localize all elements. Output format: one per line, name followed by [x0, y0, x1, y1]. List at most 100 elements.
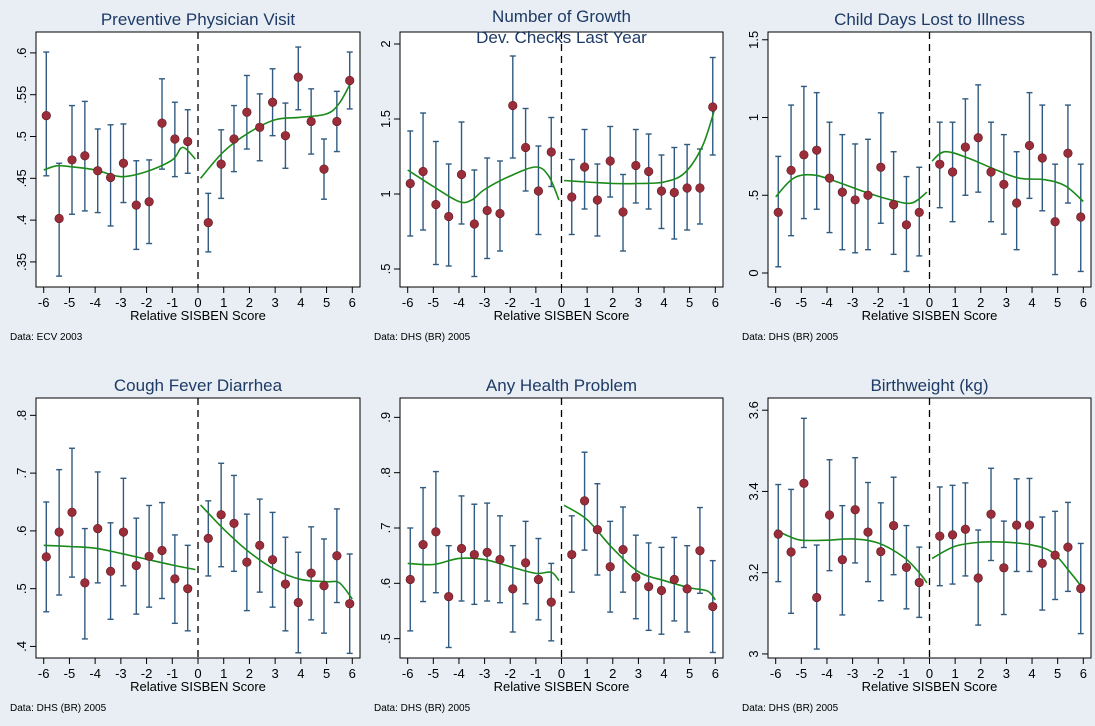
data-point: [332, 551, 342, 561]
y-tick-label: 1.5: [378, 110, 393, 128]
y-tick-label: .4: [14, 215, 29, 226]
data-point: [229, 134, 239, 144]
data-point: [863, 190, 873, 200]
y-tick-label: .5: [378, 264, 393, 275]
y-tick-label: .7: [14, 468, 29, 479]
fit-line-right: [199, 504, 353, 600]
chart-panel-1: Preventive Physician Visit .35 .4 .45 .5 .55.…: [10, 10, 361, 343]
x-axis-label: Relative SISBEN Score: [494, 679, 630, 694]
x-tick-label: -6: [38, 295, 50, 310]
data-point: [973, 573, 983, 583]
chart-title: Child Days Lost to Illness: [834, 10, 1025, 29]
fit-line-left: [775, 529, 928, 584]
data-point: [592, 525, 602, 535]
x-tick-label: -3: [479, 295, 491, 310]
data-point: [837, 187, 847, 197]
x-axis-label: Relative SISBEN Score: [862, 679, 998, 694]
data-point: [521, 558, 531, 568]
y-tick-label: .45: [14, 169, 29, 187]
y-tick-label: .5: [378, 633, 393, 644]
y-tick-label: .6: [14, 47, 29, 58]
x-tick-label: -1: [898, 666, 910, 681]
data-point: [1076, 583, 1086, 594]
x-tick-label: 3: [635, 295, 642, 310]
y-tick-label: 3.6: [746, 401, 761, 419]
y-tick-label: .35: [14, 253, 29, 271]
data-point: [824, 173, 835, 183]
y-tick-label: .7: [378, 523, 393, 534]
x-tick-label: -4: [89, 666, 101, 681]
fit-line-right: [564, 106, 717, 185]
data-point: [216, 159, 226, 169]
data-point: [850, 505, 860, 515]
data-point: [203, 218, 213, 228]
data-point: [960, 142, 970, 152]
data-point: [786, 547, 796, 557]
x-tick-label: -3: [479, 666, 491, 681]
data-point: [695, 546, 705, 556]
x-tick-label: 0: [194, 295, 201, 310]
fit-line-left: [43, 146, 197, 178]
data-point: [824, 510, 835, 520]
x-tick-label: 0: [558, 666, 565, 681]
data-point: [876, 546, 886, 557]
y-tick-label: 3.2: [746, 564, 761, 582]
data-point: [1012, 520, 1022, 530]
y-tick-label: 1.5: [746, 31, 761, 49]
x-tick-label: -6: [770, 666, 782, 681]
x-tick-label: 4: [1028, 295, 1035, 310]
data-point: [1063, 148, 1073, 158]
x-tick-label: 1: [584, 666, 591, 681]
x-tick-label: 2: [609, 295, 616, 310]
fit-line-right: [199, 79, 353, 179]
x-tick-label: -2: [872, 666, 884, 681]
data-point: [960, 524, 970, 534]
x-tick-label: 5: [323, 295, 330, 310]
fit-line-left: [775, 173, 928, 205]
data-point: [901, 220, 912, 230]
x-tick-label: 3: [1003, 295, 1010, 310]
data-point: [183, 136, 193, 147]
data-point: [242, 107, 252, 117]
data-point: [418, 166, 428, 177]
data-point: [280, 131, 291, 141]
x-tick-label: 5: [686, 295, 693, 310]
x-tick-label: 6: [349, 295, 356, 310]
y-tick-label: .6: [14, 525, 29, 536]
data-point: [889, 520, 899, 531]
y-tick-label: 1: [746, 114, 761, 121]
data-point: [495, 554, 505, 565]
fit-line-right: [931, 540, 1084, 590]
data-point: [947, 530, 958, 540]
data-point: [656, 585, 667, 596]
data-point: [999, 179, 1009, 189]
x-tick-label: -5: [796, 666, 808, 681]
data-point: [1012, 198, 1022, 208]
fit-line-left: [407, 166, 560, 204]
data-point: [521, 142, 531, 153]
data-point: [682, 584, 692, 594]
x-tick-label: 3: [272, 666, 279, 681]
data-point: [1063, 542, 1073, 552]
x-tick-label: 2: [246, 666, 253, 681]
x-tick-label: -6: [38, 666, 50, 681]
data-point: [183, 584, 193, 594]
x-tick-label: 6: [1080, 295, 1087, 310]
data-point: [605, 156, 615, 166]
data-point: [267, 555, 278, 565]
data-point: [812, 592, 822, 603]
x-tick-label: -6: [770, 295, 782, 310]
fit-line-left: [43, 544, 196, 571]
data-point: [216, 510, 226, 520]
chart-title: Birthweight (kg): [870, 376, 988, 395]
data-point: [306, 116, 316, 127]
data-point: [1076, 212, 1086, 222]
data-point: [229, 518, 239, 528]
data-point: [644, 582, 654, 592]
x-tick-label: -2: [141, 666, 153, 681]
x-tick-label: 5: [1054, 666, 1061, 681]
data-point: [644, 166, 654, 177]
data-point: [546, 597, 556, 607]
x-axis-label: Relative SISBEN Score: [130, 679, 266, 694]
